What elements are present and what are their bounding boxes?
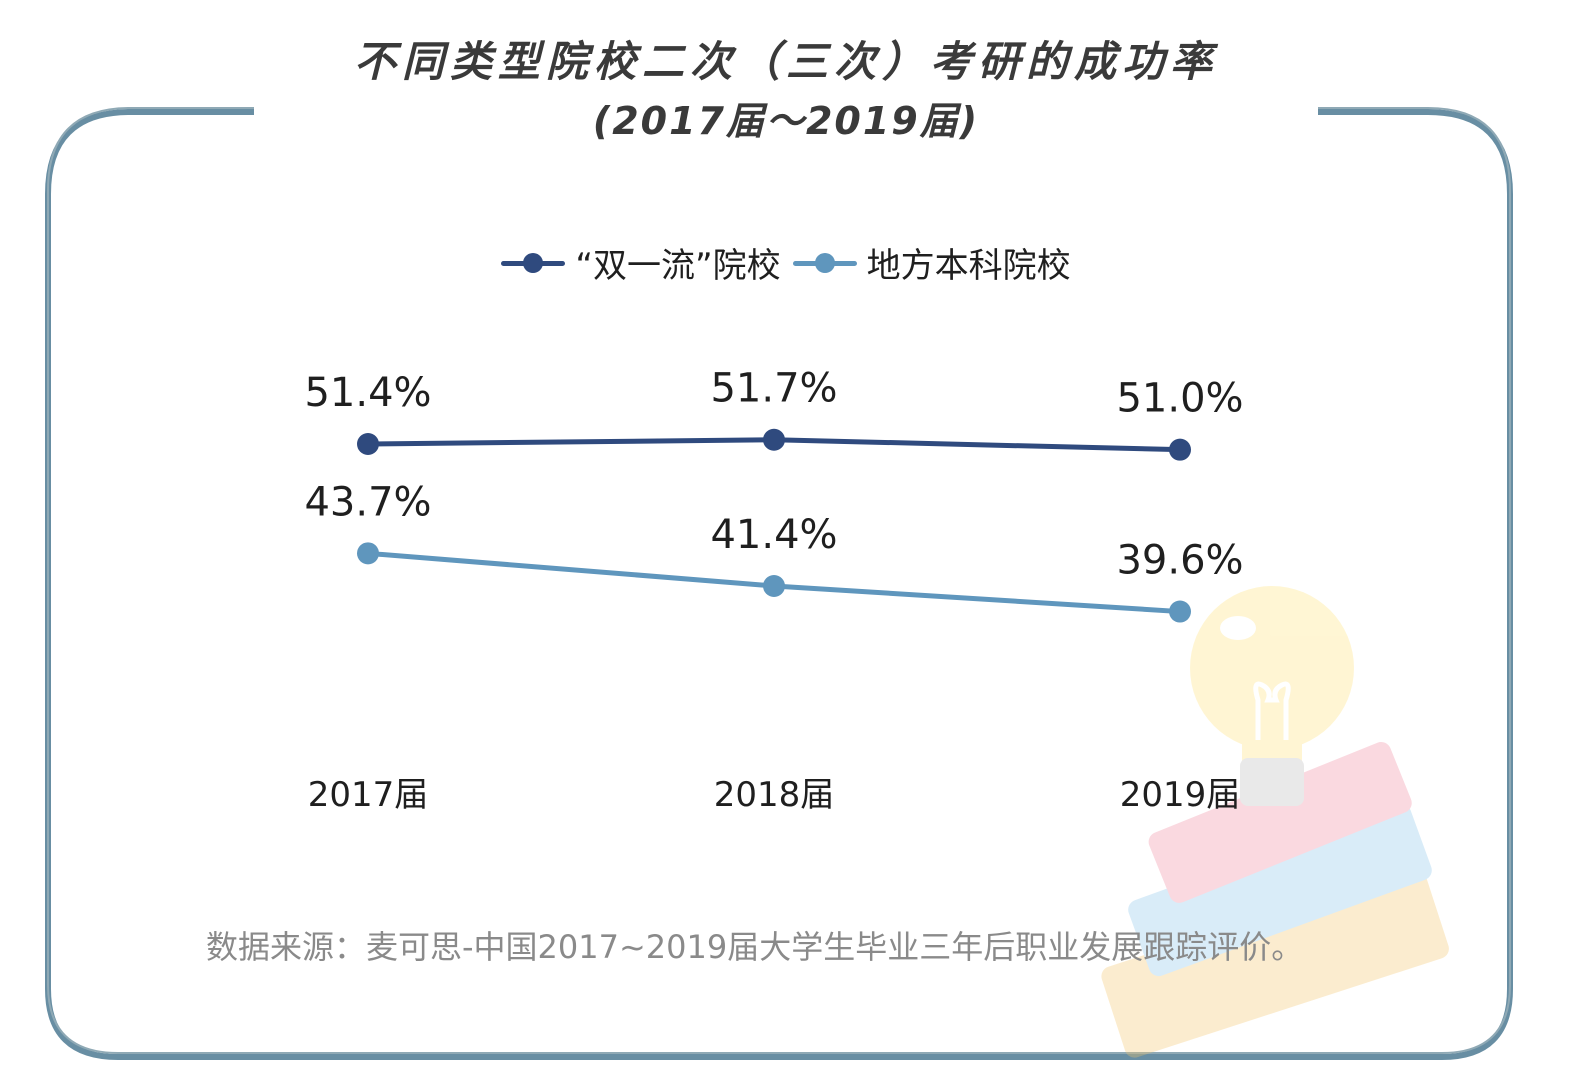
legend-label-series-2: 地方本科院校 — [866, 246, 1071, 286]
legend: “双一流”院校 地方本科院校 — [0, 238, 1572, 287]
lightbulb-books-icon — [1101, 586, 1449, 1058]
legend-label-series-1: “双一流”院校 — [575, 246, 781, 286]
data-label-s2-1: 43.7% — [304, 479, 431, 525]
data-source-note: 数据来源：麦可思-中国2017~2019届大学生毕业三年后职业发展跟踪评价。 — [206, 928, 1304, 966]
chart-title: 不同类型院校二次（三次）考研的成功率 — [353, 37, 1218, 86]
data-point-s2-3 — [1169, 600, 1191, 623]
data-point-s2-1 — [357, 542, 379, 565]
data-point-s2-2 — [763, 575, 785, 597]
data-label-s1-3: 51.0% — [1116, 376, 1243, 422]
data-point-s1-3 — [1169, 438, 1191, 461]
chart-subtitle: (2017届～2019届) — [592, 99, 980, 143]
legend-item-series-1: “双一流”院校 — [501, 238, 781, 287]
legend-swatch-series-1 — [501, 251, 566, 275]
data-label-s1-1: 51.4% — [304, 370, 431, 416]
legend-item-series-2: 地方本科院校 — [792, 238, 1071, 287]
x-tick-label-1: 2017届 — [308, 775, 429, 815]
data-point-s1-2 — [763, 428, 785, 451]
x-tick-label-2: 2018届 — [714, 775, 835, 815]
data-label-s1-2: 51.7% — [710, 366, 837, 412]
data-label-s2-2: 41.4% — [710, 512, 837, 558]
data-label-s2-3: 39.6% — [1116, 538, 1243, 584]
legend-swatch-series-2 — [792, 251, 857, 275]
x-tick-label-3: 2019届 — [1120, 775, 1241, 815]
data-point-s1-1 — [357, 433, 379, 455]
